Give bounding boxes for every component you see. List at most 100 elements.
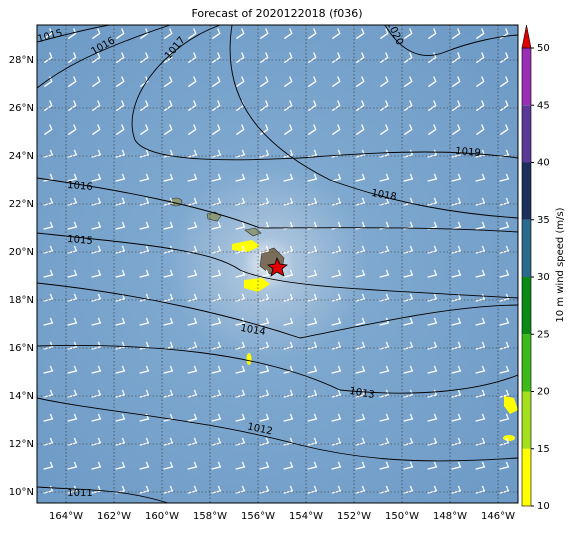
wind-barb	[43, 269, 54, 278]
wind-barb	[43, 293, 54, 302]
wind-barb	[187, 461, 198, 470]
wind-barb	[259, 269, 270, 278]
colorbar-label: 10 m wind speed (m/s)	[555, 207, 566, 322]
wind-barb	[91, 389, 102, 398]
wind-barb	[187, 341, 198, 350]
wind-barb	[139, 52, 149, 64]
wind-barb	[187, 413, 198, 422]
wind-barb	[187, 485, 198, 494]
wind-shade	[246, 353, 252, 365]
wind-barb	[91, 317, 102, 326]
wind-barb	[499, 389, 510, 398]
wind-barb	[163, 28, 173, 40]
wind-barb	[355, 245, 366, 254]
wind-shade	[503, 435, 515, 441]
isobar-label: 1018	[370, 188, 397, 203]
isobar-label: 1011	[67, 488, 92, 499]
wind-barb	[475, 124, 485, 136]
wind-barb	[331, 197, 342, 206]
wind-barb	[379, 149, 390, 158]
wind-barb	[43, 245, 54, 254]
colorbar-segment	[522, 391, 531, 449]
wind-barb	[307, 100, 317, 112]
wind-barb	[283, 365, 294, 374]
colorbar-tick-label: 50	[537, 43, 550, 54]
wind-barb	[139, 269, 150, 278]
wind-barb	[379, 317, 390, 326]
wind-barb	[307, 269, 318, 278]
wind-barb	[283, 341, 294, 350]
lon-label: 148°W	[433, 511, 467, 522]
map-layer: 1015 1016 10171020101910161018101510141013…	[37, 25, 518, 503]
wind-barb	[427, 52, 437, 64]
wind-barb	[115, 100, 125, 112]
wind-barb	[259, 76, 269, 88]
wind-barb	[211, 485, 222, 494]
wind-barb	[235, 197, 246, 206]
wind-barb	[91, 293, 102, 302]
lat-label: 22°N	[9, 199, 34, 210]
wind-barb	[211, 173, 222, 182]
wind-barb	[163, 461, 174, 470]
wind-barb	[235, 173, 246, 182]
wind-barb	[403, 269, 414, 278]
wind-barb	[427, 317, 438, 326]
wind-barb	[403, 317, 414, 326]
wind-barb	[91, 52, 101, 64]
wind-barb	[259, 389, 270, 398]
colorbar-segment	[522, 448, 531, 506]
isobar-label: 1016	[67, 180, 93, 193]
wind-barb	[211, 317, 222, 326]
wind-barb	[67, 437, 78, 446]
wind-barb	[283, 124, 293, 136]
wind-barb	[259, 100, 269, 112]
isobar	[384, 25, 518, 56]
wind-barb	[115, 389, 126, 398]
isobar	[37, 232, 518, 299]
wind-barb	[187, 293, 198, 302]
wind-barb	[67, 413, 78, 422]
colorbar-tick-label: 40	[537, 158, 550, 169]
wind-barb	[307, 413, 318, 422]
wind-barb	[187, 28, 197, 40]
wind-barb	[379, 197, 390, 206]
wind-barb	[115, 173, 126, 182]
wind-barb	[115, 28, 125, 40]
wind-barb	[427, 485, 438, 494]
wind-barb	[331, 76, 341, 88]
wind-barb	[259, 293, 270, 302]
wind-barb	[163, 124, 173, 136]
wind-barb	[427, 76, 437, 88]
wind-barb	[235, 413, 246, 422]
wind-barb	[475, 365, 486, 374]
wind-barb	[43, 461, 54, 470]
wind-barb	[235, 76, 245, 88]
wind-barb	[187, 100, 197, 112]
wind-barb	[43, 317, 54, 326]
wind-barb	[379, 437, 390, 446]
wind-barb	[67, 269, 78, 278]
wind-barb	[211, 221, 222, 230]
lon-label: 158°W	[193, 511, 227, 522]
wind-barb	[115, 413, 126, 422]
wind-barb	[451, 365, 462, 374]
wind-barb	[427, 269, 438, 278]
wind-barb	[475, 76, 485, 88]
wind-barb	[499, 197, 510, 206]
wind-barb	[187, 173, 198, 182]
wind-barb	[259, 341, 270, 350]
wind-barb	[475, 389, 486, 398]
wind-barb	[355, 317, 366, 326]
lat-label: 28°N	[9, 55, 34, 66]
colorbar-segment	[522, 334, 531, 392]
wind-barb	[403, 389, 414, 398]
wind-barb	[235, 365, 246, 374]
wind-barb	[67, 28, 77, 40]
wind-barb	[43, 437, 54, 446]
wind-barb	[91, 461, 102, 470]
wind-barb	[403, 341, 414, 350]
wind-barb	[235, 317, 246, 326]
wind-barb	[355, 437, 366, 446]
wind-barb	[43, 365, 54, 374]
lon-label: 154°W	[289, 511, 323, 522]
